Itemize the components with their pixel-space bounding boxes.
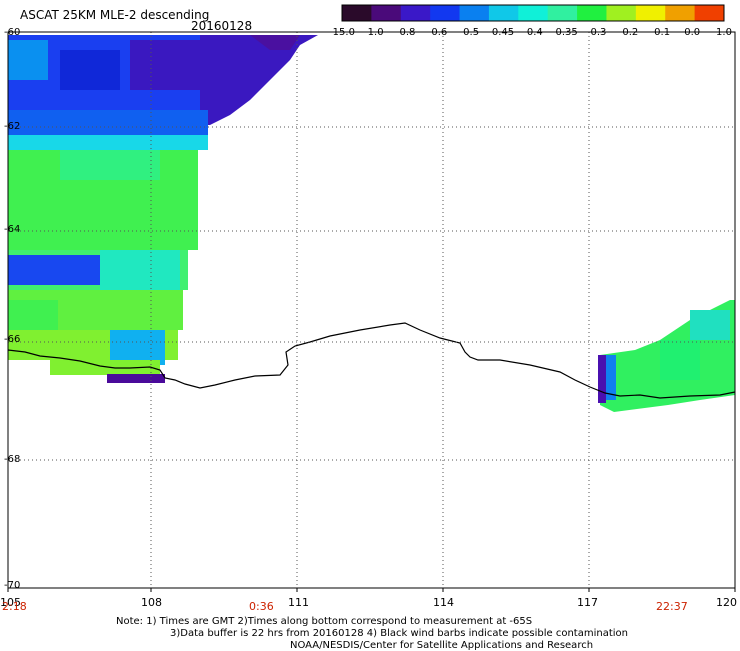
colorbar-cell (400, 5, 431, 21)
lon-label-114: 114 (433, 596, 454, 609)
swath-west (8, 35, 318, 383)
lon-label-105: 105 (0, 596, 21, 609)
footer-note-1: Note: 1) Times are GMT 2)Times along bot… (116, 616, 533, 627)
colorbar-cell (488, 5, 519, 21)
colorbar-cell (459, 5, 490, 21)
lat-label-64: -64 (4, 224, 21, 235)
colorbar-cell (342, 5, 372, 21)
map-plot (7, 31, 736, 592)
lon-label-108: 108 (141, 596, 162, 609)
time-label-3: 22:37 (656, 600, 688, 613)
lat-label-70: -70 (4, 580, 21, 591)
colorbar-cell (430, 5, 461, 21)
time-label-2: 0:36 (249, 600, 274, 613)
time-label-1: 2:18 (2, 600, 27, 613)
map-date: 20160128 (191, 19, 253, 33)
lat-label-60: -60 (4, 27, 21, 38)
colorbar-cell (577, 5, 607, 21)
footer-note-3: NOAA/NESDIS/Center for Satellite Applica… (290, 640, 594, 651)
lat-label-68: -68 (4, 454, 21, 465)
colorbar-cell (547, 5, 578, 21)
colorbar-cell (518, 5, 549, 21)
lon-label-117: 117 (577, 596, 598, 609)
footer-note-2: 3)Data buffer is 22 hrs from 20160128 4)… (170, 628, 628, 639)
colorbar-cell (606, 5, 637, 21)
colorbar-cell (371, 5, 402, 21)
lat-label-66: -66 (4, 334, 21, 345)
colorbar-cell (665, 5, 696, 21)
colorbar-cell (635, 5, 666, 21)
lon-label-120: 120 (716, 596, 737, 609)
swath-east (598, 300, 735, 412)
map-title: ASCAT 25KM MLE-2 descending (20, 8, 210, 22)
lat-label-62: -62 (4, 121, 21, 132)
colorbar-cell (694, 5, 725, 21)
coastline (7, 322, 736, 399)
lon-label-111: 111 (288, 596, 309, 609)
